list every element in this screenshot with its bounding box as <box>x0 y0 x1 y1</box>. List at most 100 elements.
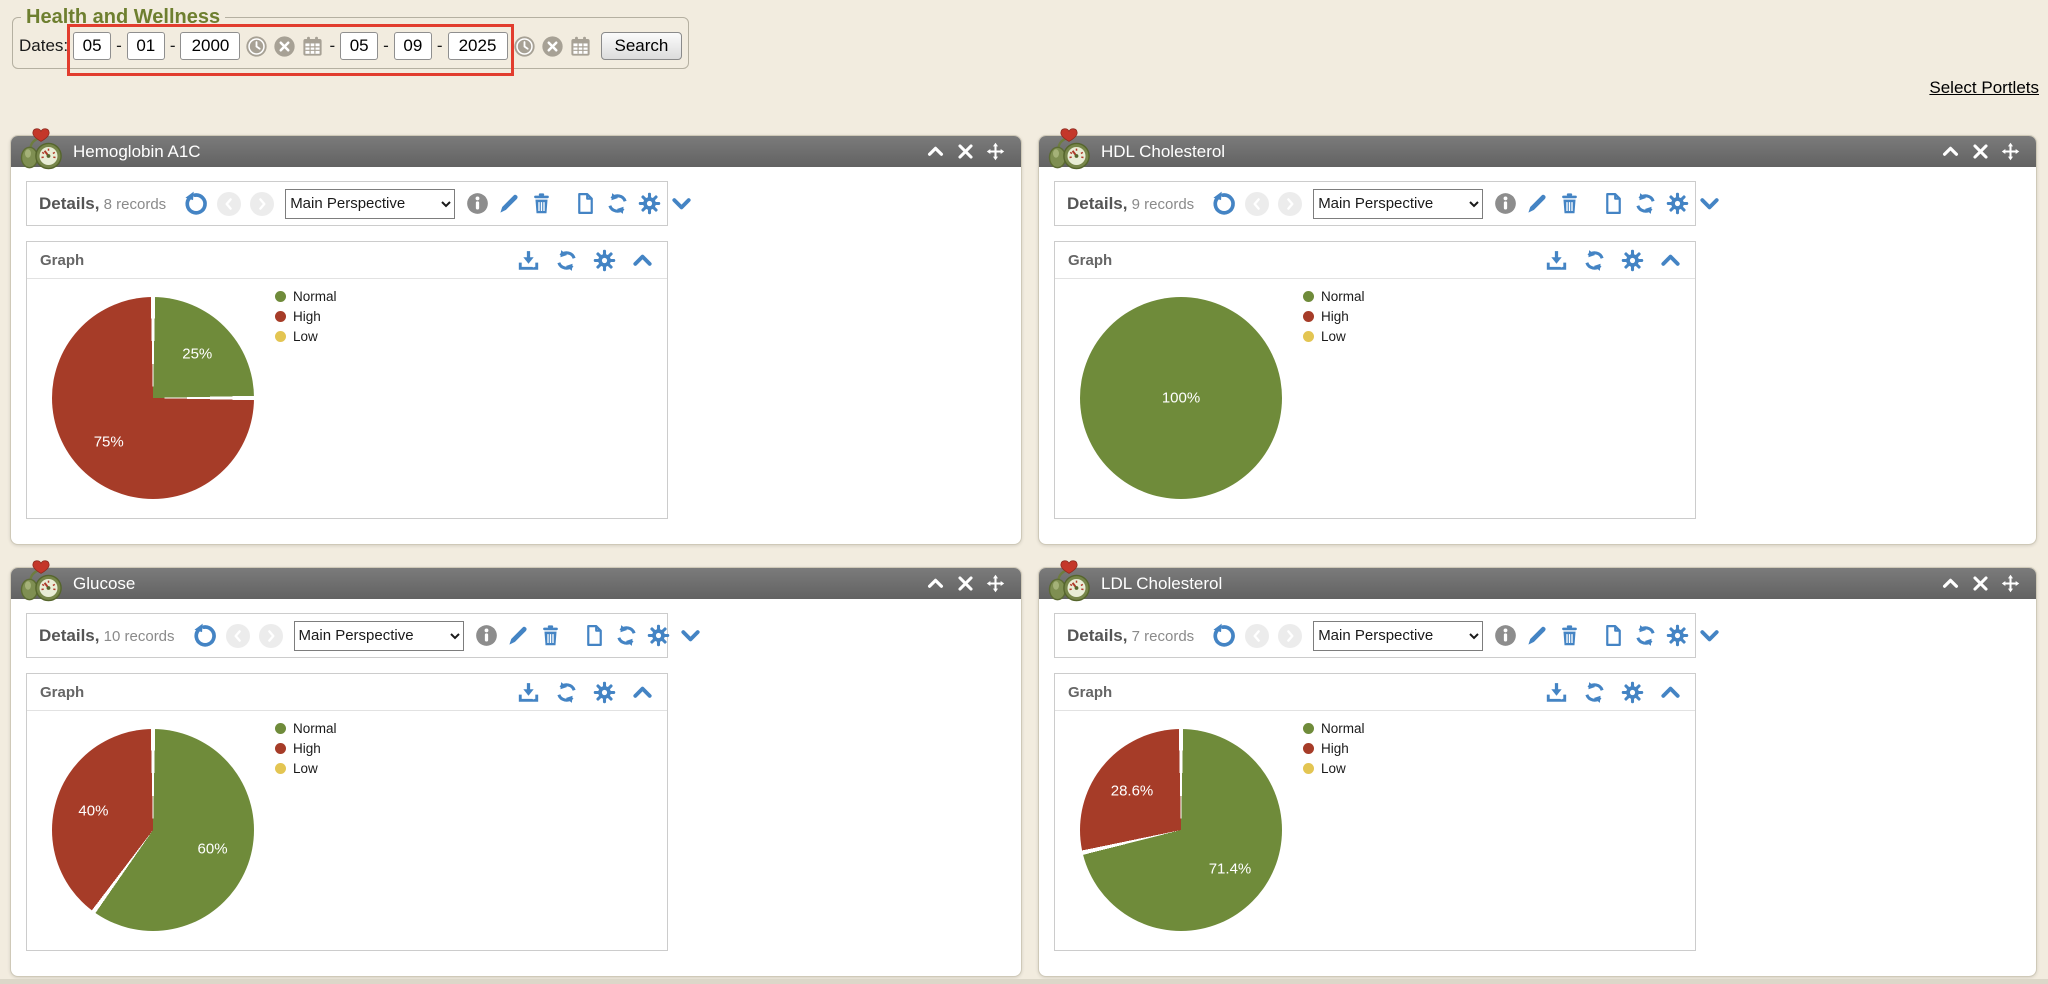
document-icon[interactable] <box>1602 192 1625 215</box>
undo-icon[interactable] <box>191 623 217 649</box>
portlet-header[interactable]: Hemoglobin A1C <box>11 128 1021 170</box>
delete-icon[interactable] <box>539 624 562 647</box>
delete-icon[interactable] <box>1558 624 1581 647</box>
edit-icon[interactable] <box>1526 192 1549 215</box>
forward-icon[interactable] <box>250 191 275 216</box>
portlet-header[interactable]: LDL Cholesterol <box>1039 560 2036 602</box>
to-day-input[interactable] <box>393 32 432 60</box>
settings-icon[interactable] <box>647 624 670 647</box>
refresh-icon[interactable] <box>1583 681 1606 704</box>
collapse-icon[interactable] <box>1659 249 1682 272</box>
move-icon[interactable] <box>2001 142 2020 161</box>
edit-icon[interactable] <box>498 192 521 215</box>
edit-icon[interactable] <box>507 624 530 647</box>
refresh-icon[interactable] <box>606 192 629 215</box>
calendar-icon[interactable] <box>301 35 324 58</box>
from-day-input[interactable] <box>126 32 165 60</box>
collapse-icon[interactable] <box>631 681 654 704</box>
clock-icon[interactable] <box>513 35 536 58</box>
refresh-icon[interactable] <box>555 249 578 272</box>
document-icon[interactable] <box>574 192 597 215</box>
refresh-icon[interactable] <box>1634 624 1657 647</box>
expand-icon[interactable] <box>679 624 702 647</box>
search-button[interactable]: Search <box>600 32 683 60</box>
settings-icon[interactable] <box>638 192 661 215</box>
graph-panel: Graph 100% Normal High Low <box>1054 241 1696 519</box>
delete-icon[interactable] <box>530 192 553 215</box>
to-month-input[interactable] <box>340 32 379 60</box>
collapse-icon[interactable] <box>1659 681 1682 704</box>
expand-icon[interactable] <box>670 192 693 215</box>
settings-icon[interactable] <box>1666 192 1689 215</box>
refresh-icon[interactable] <box>1634 192 1657 215</box>
back-icon[interactable] <box>217 191 242 216</box>
legend-item: Normal <box>275 289 337 304</box>
portlet: LDL Cholesterol Details, 7 records Main … <box>1038 560 2037 977</box>
download-icon[interactable] <box>517 681 540 704</box>
settings-icon[interactable] <box>1621 681 1644 704</box>
expand-icon[interactable] <box>1698 624 1721 647</box>
collapse-icon[interactable] <box>1941 142 1960 161</box>
info-icon[interactable] <box>1494 624 1517 647</box>
from-month-input[interactable] <box>73 32 112 60</box>
undo-icon[interactable] <box>182 191 208 217</box>
refresh-icon[interactable] <box>555 681 578 704</box>
legend-label: Low <box>1321 761 1346 776</box>
perspective-select[interactable]: Main Perspective <box>285 188 456 219</box>
refresh-icon[interactable] <box>615 624 638 647</box>
perspective-select[interactable]: Main Perspective <box>293 620 464 651</box>
portlet-header[interactable]: HDL Cholesterol <box>1039 128 2036 170</box>
to-year-input[interactable] <box>447 32 508 60</box>
collapse-icon[interactable] <box>926 574 945 593</box>
from-year-input[interactable] <box>180 32 241 60</box>
delete-icon[interactable] <box>1558 192 1581 215</box>
close-icon[interactable] <box>956 574 975 593</box>
back-icon[interactable] <box>225 623 250 648</box>
forward-icon[interactable] <box>258 623 283 648</box>
forward-icon[interactable] <box>1278 191 1303 216</box>
pie-slice-label: 28.6% <box>1110 782 1154 800</box>
back-icon[interactable] <box>1245 623 1270 648</box>
collapse-icon[interactable] <box>631 249 654 272</box>
undo-icon[interactable] <box>1210 191 1236 217</box>
download-icon[interactable] <box>1545 681 1568 704</box>
close-icon[interactable] <box>956 142 975 161</box>
info-icon[interactable] <box>475 624 498 647</box>
undo-icon[interactable] <box>1210 623 1236 649</box>
collapse-icon[interactable] <box>1941 574 1960 593</box>
close-icon[interactable] <box>1971 574 1990 593</box>
download-icon[interactable] <box>1545 249 1568 272</box>
collapse-icon[interactable] <box>926 142 945 161</box>
expand-icon[interactable] <box>1698 192 1721 215</box>
settings-icon[interactable] <box>593 681 616 704</box>
back-icon[interactable] <box>1245 191 1270 216</box>
pie-slice-label: 25% <box>182 345 213 363</box>
select-portlets-link[interactable]: Select Portlets <box>1929 78 2039 97</box>
info-icon[interactable] <box>1494 192 1517 215</box>
settings-icon[interactable] <box>1621 249 1644 272</box>
edit-icon[interactable] <box>1526 624 1549 647</box>
pie-slice-label: 100% <box>1161 389 1201 407</box>
clear-icon[interactable] <box>541 35 564 58</box>
close-icon[interactable] <box>1971 142 1990 161</box>
settings-icon[interactable] <box>593 249 616 272</box>
move-icon[interactable] <box>986 142 1005 161</box>
health-wellness-panel: Health and Wellness Dates: - - - - - Sea… <box>12 6 690 76</box>
perspective-select[interactable]: Main Perspective <box>1313 188 1484 219</box>
refresh-icon[interactable] <box>1583 249 1606 272</box>
document-icon[interactable] <box>1602 624 1625 647</box>
move-icon[interactable] <box>2001 574 2020 593</box>
download-icon[interactable] <box>517 249 540 272</box>
calendar-icon[interactable] <box>569 35 592 58</box>
portlet-header[interactable]: Glucose <box>11 560 1021 602</box>
settings-icon[interactable] <box>1666 624 1689 647</box>
clock-icon[interactable] <box>245 35 268 58</box>
perspective-select[interactable]: Main Perspective <box>1313 620 1484 651</box>
health-monitor-icon <box>1047 558 1091 602</box>
portlet: HDL Cholesterol Details, 9 records Main … <box>1038 128 2037 545</box>
info-icon[interactable] <box>466 192 489 215</box>
forward-icon[interactable] <box>1278 623 1303 648</box>
document-icon[interactable] <box>583 624 606 647</box>
clear-icon[interactable] <box>273 35 296 58</box>
move-icon[interactable] <box>986 574 1005 593</box>
